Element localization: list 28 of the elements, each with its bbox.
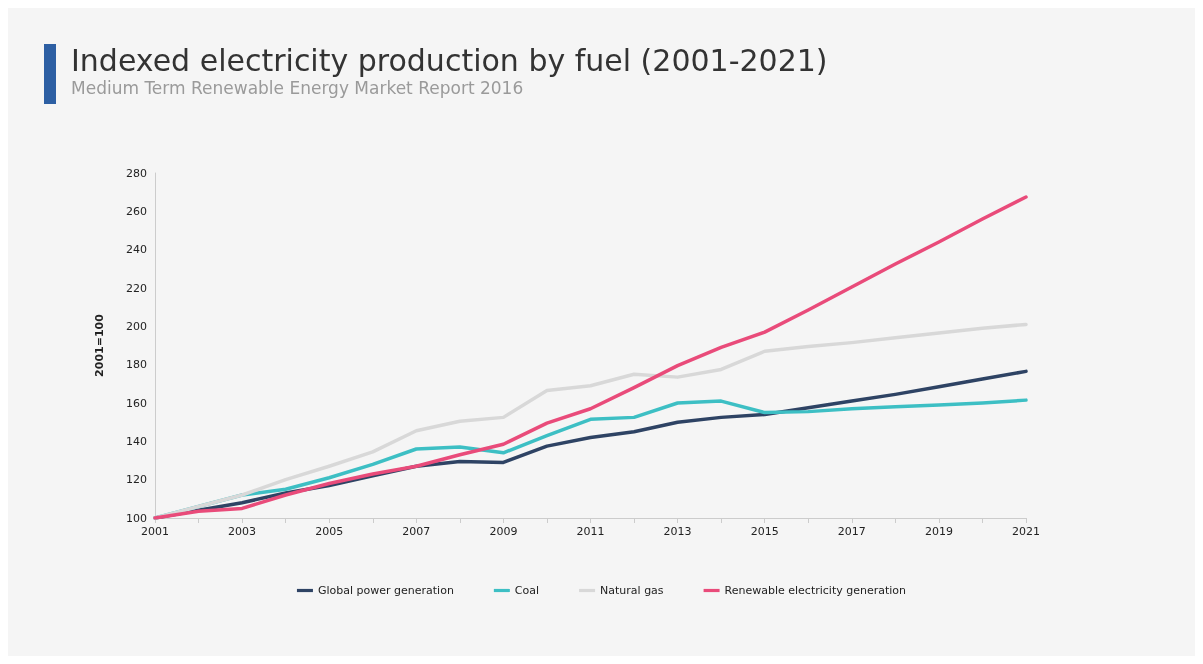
legend-label: Coal [514,584,540,597]
y-tick-label: 280 [126,166,147,180]
x-tick-label: 2009 [489,525,518,538]
y-tick-label: 240 [126,243,147,257]
x-tick-label: 2007 [402,525,431,538]
x-tick-label: 2001 [141,525,169,538]
y-tick-label: 260 [126,204,147,218]
y-tick-label: 140 [126,434,147,448]
y-tick-label: 160 [126,396,147,410]
x-tick-label: 2005 [315,525,344,538]
y-tick-label: 120 [126,473,147,487]
x-tick-label: 2003 [228,525,257,538]
x-tick-label: 2013 [663,525,692,538]
x-tick-label: 2017 [837,525,866,538]
chart-subtitle: Medium Term Renewable Energy Market Report 2016 [71,77,524,98]
x-tick-label: 2011 [576,525,605,538]
legend-label: Global power generation [317,584,454,597]
y-tick-label: 220 [126,281,147,295]
x-tick-label: 2019 [924,525,953,538]
x-tick-label: 2021 [1012,525,1040,538]
y-axis-title: 2001=100 [93,313,106,377]
y-tick-label: 180 [126,358,147,372]
legend-label: Natural gas [600,584,664,597]
x-tick-label: 2015 [750,525,779,538]
y-tick-label: 100 [126,511,147,525]
chart-title: Indexed electricity production by fuel (2001-2021) [71,42,828,78]
legend-label: Renewable electricity generation [724,584,907,597]
y-tick-label: 200 [126,319,147,333]
